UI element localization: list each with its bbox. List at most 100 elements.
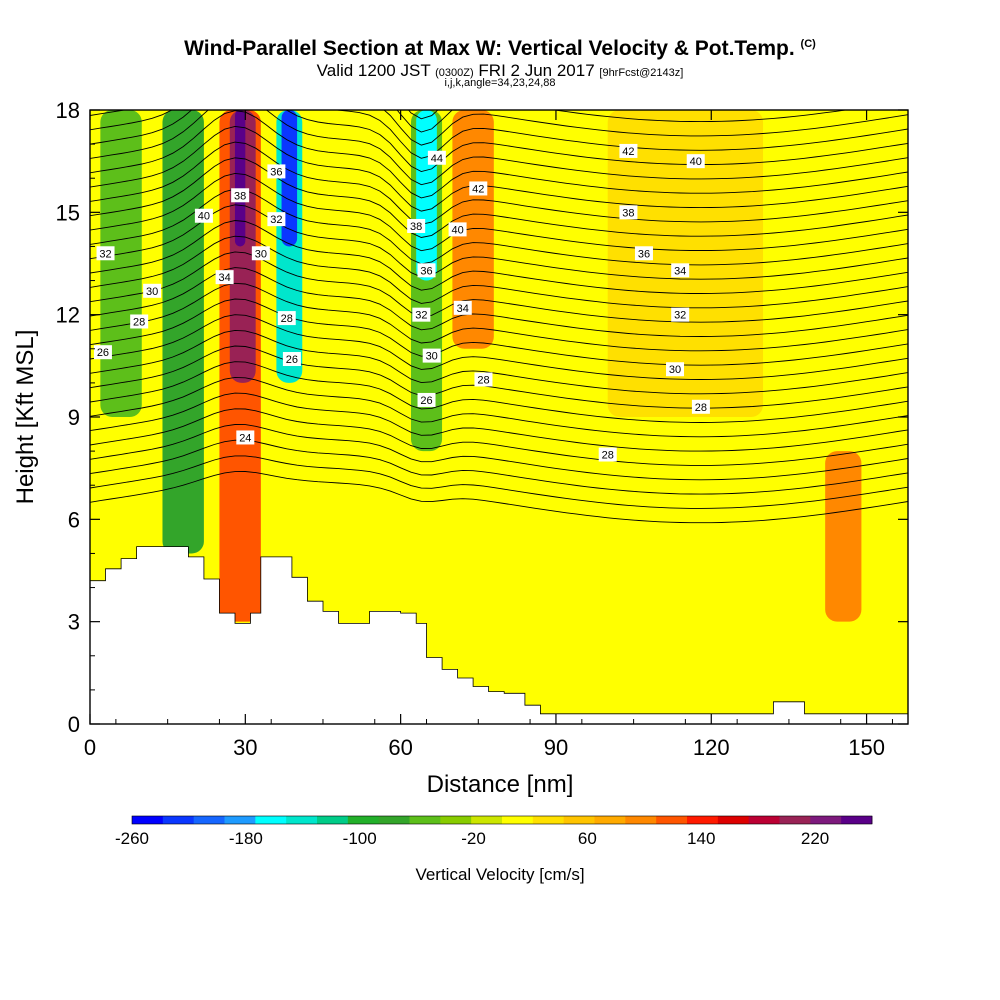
x-tick-label-0: 0 [84,735,96,760]
copyright-mark: (C) [800,38,816,50]
svg-text:32: 32 [415,310,427,322]
contour-label-24: 40 [686,154,705,169]
contour-label-18: 44 [427,150,446,165]
svg-text:26: 26 [420,395,432,407]
colorbar-swatch-22 [810,816,842,824]
svg-text:40: 40 [198,211,210,223]
colorbar-swatch-21 [779,816,811,824]
velocity-cell-9 [100,110,142,417]
theta-contour-9 [90,329,908,395]
theta-contour-28 [396,110,849,133]
svg-text:30: 30 [669,364,681,376]
contour-label-22: 28 [474,372,493,387]
terrain-mask [90,546,908,724]
theta-contour-23 [90,110,908,199]
theta-contour-8 [90,345,908,409]
x-tick-label-150: 150 [848,735,885,760]
x-axis-title: Distance [nm] [427,771,574,798]
svg-text:30: 30 [255,248,267,260]
theta-contour-13 [90,267,908,337]
potential-temperature-contours [90,110,908,524]
contour-label-16: 30 [422,348,441,363]
theta-contour-1 [90,455,908,509]
svg-text:26: 26 [97,347,109,359]
contour-label-13: 38 [407,218,426,233]
theta-contour-6 [90,376,908,438]
svg-text:32: 32 [674,310,686,322]
colorbar-swatch-10 [440,816,472,824]
colorbar: -260 -180 -100 -20 60 140 220 [115,815,873,848]
velocity-cell-11 [348,110,401,486]
chart-subtitle: Valid 1200 JST (0300Z) FRI 2 Jun 2017 [9… [0,61,1000,81]
colorbar-swatch-7 [347,816,380,824]
y-tick-label-6: 6 [68,507,80,532]
svg-text:24: 24 [239,432,251,444]
contour-label-17: 26 [417,392,436,407]
contour-label-26: 36 [634,246,653,261]
colorbar-label--180: -180 [229,829,263,848]
theta-contour-14 [90,251,908,323]
contour-label-3: 30 [143,283,162,298]
colorbar-swatch-16 [625,816,657,824]
contour-label-27: 34 [671,263,690,278]
theta-contour-7 [90,361,908,423]
contour-label-6: 40 [194,208,213,223]
contour-label-28: 32 [671,307,690,322]
velocity-cell-2 [234,110,246,247]
velocity-cell-7 [452,110,494,349]
colorbar-swatch-13 [532,816,565,824]
theta-contour-21 [90,141,908,225]
y-axis-title: Height [Kft MSL] [12,330,39,505]
x-tick-label-60: 60 [388,735,412,760]
contour-label-5: 34 [215,270,234,285]
theta-contour-24 [90,110,908,186]
contour-label-21: 34 [453,300,472,315]
svg-text:30: 30 [146,286,158,298]
svg-text:32: 32 [270,214,282,226]
theta-contour-11 [90,298,908,366]
colorbar-swatch-2 [193,816,225,824]
svg-text:30: 30 [426,351,438,363]
contour-label-12: 26 [282,352,301,367]
svg-text:36: 36 [420,265,432,277]
colorbar-label--260: -260 [115,829,149,848]
theta-contour-22 [90,125,908,212]
contour-label-15: 32 [412,307,431,322]
theta-contour-3 [90,424,908,481]
svg-text:28: 28 [695,402,707,414]
x-tick-label-30: 30 [233,735,257,760]
valid-time-label: Valid 1200 JST [316,61,431,80]
colorbar-swatch-11 [471,816,503,824]
contour-label-10: 30 [251,246,270,261]
contour-label-1: 26 [93,345,112,360]
colorbar-label-220: 220 [801,829,829,848]
svg-text:28: 28 [477,374,489,386]
contour-label-25: 38 [619,205,638,220]
svg-text:28: 28 [133,316,145,328]
theta-contour-0 [90,471,908,524]
contour-label-0: 24 [236,430,255,445]
colorbar-swatch-18 [687,816,719,824]
contour-label-23: 42 [619,143,638,158]
svg-text:26: 26 [286,354,298,366]
svg-text:42: 42 [472,183,484,195]
colorbar-swatch-15 [594,816,626,824]
x-tick-label-120: 120 [693,735,730,760]
theta-contour-2 [90,439,908,495]
terrain-profile [90,546,908,724]
chart-title: Wind-Parallel Section at Max W: Vertical… [0,37,1000,61]
colorbar-swatch-14 [563,816,595,824]
colorbar-swatch-20 [748,816,780,824]
contour-label-2: 28 [130,314,149,329]
contour-label-20: 40 [448,222,467,237]
contour-label-11: 28 [277,311,296,326]
theta-contour-16 [90,220,908,294]
colorbar-label--20: -20 [461,829,486,848]
theta-contour-25 [90,110,908,172]
y-tick-label-12: 12 [56,303,80,328]
contour-label-14: 36 [417,263,436,278]
valid-date-label: FRI 2 Jun 2017 [478,61,595,80]
theta-contour-19 [90,172,908,252]
y-tick-label-9: 9 [68,405,80,430]
